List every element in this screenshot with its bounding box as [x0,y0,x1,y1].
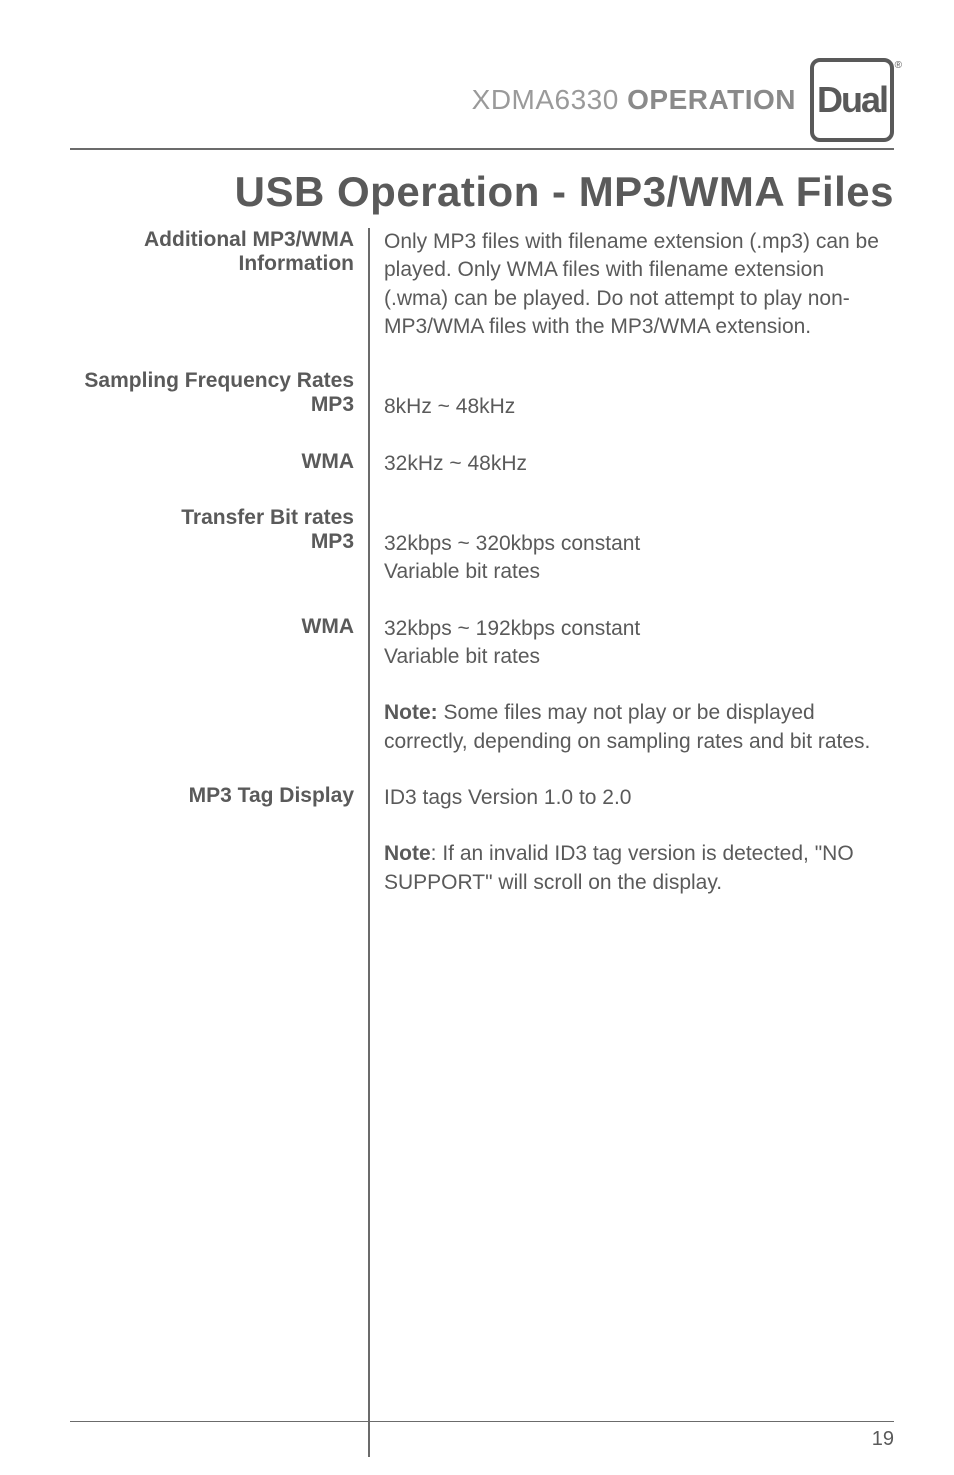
value-transfer-mp3: 32kbps ~ 320kbps constant Variable bit r… [370,530,894,587]
label-additional-info-line1: Additional MP3/WMA [144,228,354,251]
label-sampling-wma: WMA [70,450,370,478]
row-mp3-tag: MP3 Tag Display ID3 tags Version 1.0 to … [70,784,894,812]
value-sampling-blank [370,369,894,393]
value-mp3-tag: ID3 tags Version 1.0 to 2.0 [370,784,894,812]
label-additional-info-line2: Information [239,252,355,275]
header-model: XDMA6330 [472,84,619,115]
brand-logo-text: Dual [817,82,887,118]
value-sampling-wma: 32kHz ~ 48kHz [370,450,894,478]
vertical-rule-filler [70,897,894,1457]
label-sampling-mp3: MP3 [70,393,370,421]
value-transfer-blank [370,506,894,530]
page-number: 19 [70,1428,894,1451]
row-sampling-mp3: MP3 8kHz ~ 48kHz [70,393,894,421]
row-note-id3: Note: If an invalid ID3 tag version is d… [70,840,894,897]
row-note-bitrates: Note: Some files may not play or be disp… [70,699,894,756]
footer: 19 [70,1421,894,1452]
header-section: OPERATION [627,84,796,115]
note1-rest: Some files may not play or be displayed … [384,701,870,752]
note2-bold: Note [384,842,431,865]
label-mp3-tag: MP3 Tag Display [70,784,370,812]
row-additional-info: Additional MP3/WMA Information Only MP3 … [70,228,894,341]
row-sampling-wma: WMA 32kHz ~ 48kHz [70,450,894,478]
value-transfer-wma-a: 32kbps ~ 192kbps constant [384,617,640,640]
header-text: XDMA6330 OPERATION [472,84,796,116]
row-sampling-head: Sampling Frequency Rates [70,369,894,393]
brand-logo-reg: ® [895,60,902,71]
value-note-id3: Note: If an invalid ID3 tag version is d… [370,840,894,897]
label-transfer-mp3: MP3 [70,530,370,587]
page-title: USB Operation - MP3/WMA Files [70,168,894,216]
content-table: Additional MP3/WMA Information Only MP3 … [70,228,894,1457]
value-note-bitrates: Note: Some files may not play or be disp… [370,699,894,756]
value-sampling-mp3: 8kHz ~ 48kHz [370,393,894,421]
value-transfer-wma-b: Variable bit rates [384,645,540,668]
value-transfer-mp3-a: 32kbps ~ 320kbps constant [384,532,640,555]
label-additional-info: Additional MP3/WMA Information [70,228,370,341]
header-row: XDMA6330 OPERATION Dual ® [70,58,894,142]
footer-rule [70,1421,894,1423]
value-transfer-mp3-b: Variable bit rates [384,560,540,583]
page: XDMA6330 OPERATION Dual ® USB Operation … [0,0,954,1475]
row-transfer-wma: WMA 32kbps ~ 192kbps constant Variable b… [70,615,894,672]
value-additional-info: Only MP3 files with filename extension (… [370,228,894,341]
label-note-blank2 [70,840,370,897]
brand-logo: Dual ® [810,58,894,142]
note1-bold: Note: [384,701,438,724]
label-sampling-rates: Sampling Frequency Rates [70,369,370,393]
row-transfer-mp3: MP3 32kbps ~ 320kbps constant Variable b… [70,530,894,587]
label-note-blank1 [70,699,370,756]
header-rule [70,148,894,150]
note2-rest: : If an invalid ID3 tag version is detec… [384,842,854,893]
value-transfer-wma: 32kbps ~ 192kbps constant Variable bit r… [370,615,894,672]
label-transfer-rates: Transfer Bit rates [70,506,370,530]
row-transfer-head: Transfer Bit rates [70,506,894,530]
label-transfer-wma: WMA [70,615,370,672]
